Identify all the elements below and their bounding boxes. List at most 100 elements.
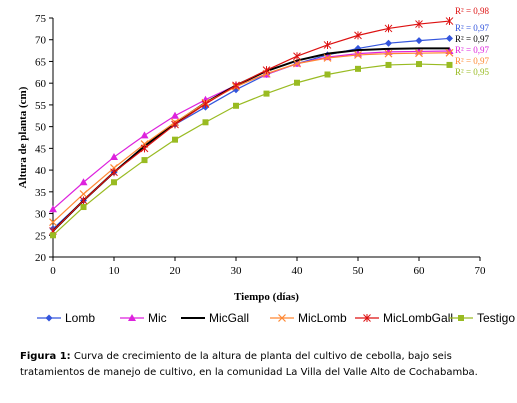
x-stroke	[293, 59, 301, 68]
y-tick-label: 75	[35, 13, 47, 25]
r2-label: R² = 0,97	[455, 56, 490, 66]
data-point-testigo	[263, 90, 270, 97]
y-axis-title: Altura de planta (cm)	[17, 86, 29, 188]
figure-caption-text: Curva de crecimiento de la altura de pla…	[20, 351, 478, 378]
data-point-miclombgall	[79, 196, 88, 205]
data-point-miclomb	[415, 49, 423, 58]
legend-label: MicLombGall	[383, 311, 453, 325]
data-point-testigo	[385, 61, 392, 68]
data-point-testigo	[111, 179, 117, 186]
legend-marker	[45, 314, 53, 322]
data-point-lomb	[415, 37, 423, 45]
series-line-testigo	[52, 63, 450, 236]
x-tick-label: 50	[353, 265, 365, 277]
y-tick-label: 70	[35, 35, 47, 47]
series-line-micgall	[52, 47, 450, 232]
data-point-miclombgall	[171, 120, 179, 129]
x-stroke	[354, 51, 362, 59]
series-lines	[49, 17, 454, 239]
data-point-miclombgall	[110, 168, 118, 177]
data-point-mic	[171, 111, 179, 119]
data-point-miclombgall	[232, 81, 240, 90]
y-tick-label: 60	[35, 78, 47, 90]
figure-label: Figura 1:	[20, 351, 71, 362]
x-stroke	[415, 49, 423, 58]
data-point-lomb	[446, 34, 453, 42]
figure-caption: Figura 1: Curva de crecimiento de la alt…	[20, 349, 500, 381]
x-tick-label: 40	[292, 265, 304, 277]
data-point-testigo	[202, 119, 209, 126]
r2-label: R² = 0,97	[455, 45, 490, 55]
data-point-miclombgall	[445, 17, 454, 26]
legend-label: Mic	[148, 311, 167, 325]
r2-label: R² = 0,98	[455, 6, 490, 16]
data-point-miclombgall	[262, 66, 271, 75]
y-tick-label: 65	[35, 56, 47, 68]
legend-label: MicGall	[209, 311, 249, 325]
data-point-testigo	[446, 61, 453, 68]
data-point-testigo	[324, 71, 331, 78]
y-tick-label: 45	[35, 143, 47, 155]
x-tick-label: 70	[475, 265, 487, 277]
data-point-mic	[140, 131, 149, 139]
series-line-miclombgall	[52, 20, 450, 232]
data-point-miclomb	[49, 218, 57, 227]
data-point-miclombgall	[293, 52, 301, 61]
x-stroke	[79, 190, 88, 198]
x-tick-label: 60	[414, 265, 426, 277]
data-point-miclombgall	[415, 20, 423, 29]
axes: 20 25 30 35 40 45 50 55 60 65 70 75 0 10 20 30 40 50 60 70	[35, 13, 486, 277]
data-point-mic	[79, 178, 88, 186]
data-point-testigo	[172, 136, 178, 143]
legend: Lomb Mic MicGall MicLomb MicLombGall Testigo	[37, 311, 515, 325]
y-tick-label: 50	[35, 122, 47, 134]
data-point-miclomb	[79, 190, 88, 198]
data-point-testigo	[50, 232, 56, 239]
legend-label: Lomb	[65, 311, 95, 325]
data-point-miclomb	[445, 48, 454, 57]
data-point-miclombgall	[201, 100, 210, 109]
data-point-testigo	[294, 79, 300, 86]
x-stroke	[323, 54, 332, 62]
series-line-miclomb	[52, 52, 450, 223]
x-tick-label: 30	[231, 265, 243, 277]
x-tick-label: 20	[170, 265, 182, 277]
data-point-testigo	[141, 157, 148, 164]
legend-marker	[458, 315, 464, 321]
x-tick-label: 10	[109, 265, 121, 277]
y-tick-label: 35	[35, 187, 47, 199]
y-tick-label: 20	[35, 252, 47, 264]
x-stroke	[384, 49, 393, 58]
data-point-miclomb	[293, 59, 301, 68]
data-point-miclomb	[323, 54, 332, 62]
data-point-testigo	[80, 204, 87, 211]
r2-label: R² = 0,97	[455, 23, 490, 33]
data-point-miclomb	[384, 49, 393, 58]
data-point-testigo	[355, 65, 361, 72]
data-point-mic	[110, 153, 118, 161]
data-point-miclomb	[354, 51, 362, 59]
data-point-miclombgall	[140, 144, 149, 153]
x-stroke	[445, 48, 454, 57]
legend-marker	[363, 314, 371, 322]
data-point-miclombgall	[354, 31, 362, 40]
y-tick-label: 30	[35, 209, 47, 221]
x-axis-title: Tiempo (días)	[234, 291, 299, 303]
series-line-mic	[52, 50, 450, 210]
r2-label: R² = 0,95	[455, 67, 490, 77]
r2-label: R² = 0,97	[455, 34, 490, 44]
data-point-miclombgall	[384, 24, 393, 33]
x-tick-label: 0	[50, 265, 56, 277]
data-point-miclombgall	[323, 40, 332, 49]
legend-label: Testigo	[477, 311, 515, 325]
data-point-mic	[49, 205, 57, 213]
data-point-testigo	[233, 102, 239, 109]
data-point-testigo	[416, 61, 422, 68]
y-tick-label: 40	[35, 165, 47, 177]
legend-marker	[278, 314, 286, 322]
data-point-lomb	[385, 39, 392, 47]
x-stroke	[49, 218, 57, 227]
y-tick-label: 55	[35, 100, 47, 112]
